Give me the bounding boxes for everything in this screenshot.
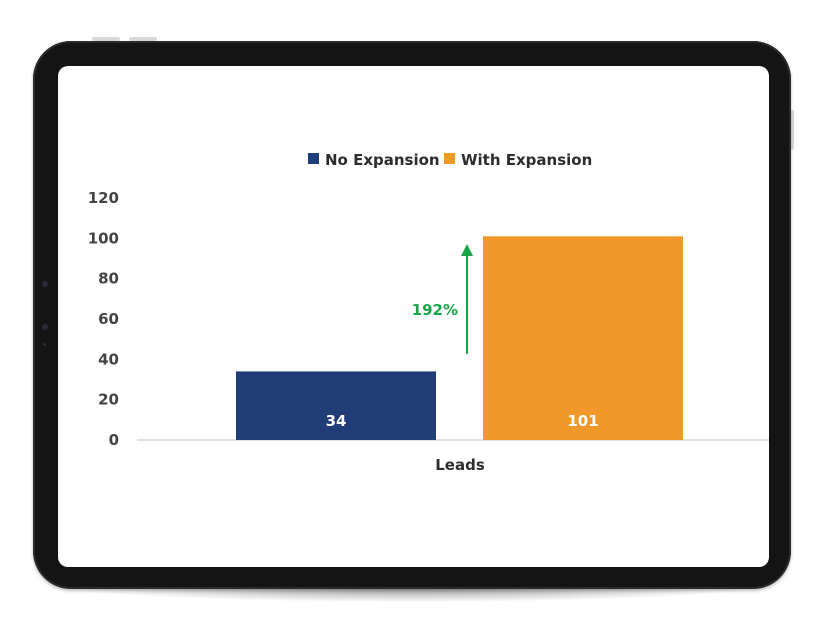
y-tick-label: 80 <box>98 270 119 288</box>
bar-chart: No Expansion With Expansion 0 20 40 60 80 100… <box>88 151 769 474</box>
growth-annotation: 192% <box>412 244 473 354</box>
legend-swatch-with-expansion <box>444 153 455 164</box>
camera-dot <box>42 281 48 287</box>
growth-percent-label: 192% <box>412 301 458 319</box>
bar-with-expansion <box>483 236 683 440</box>
camera-dot <box>43 343 46 346</box>
bars: 34 101 <box>236 236 683 440</box>
legend-label-with-expansion: With Expansion <box>461 151 592 169</box>
volume-button <box>129 37 157 41</box>
bar-value-label: 34 <box>326 412 347 430</box>
y-axis: 0 20 40 60 80 100 120 <box>88 189 119 449</box>
camera-dot <box>42 324 48 330</box>
bar-value-label: 101 <box>567 412 598 430</box>
y-tick-label: 20 <box>98 391 119 409</box>
volume-button <box>92 37 120 41</box>
growth-arrow-head <box>461 244 473 256</box>
y-tick-label: 100 <box>88 229 119 247</box>
category-label-leads: Leads <box>435 456 485 474</box>
y-tick-label: 60 <box>98 310 119 328</box>
y-tick-label: 120 <box>88 189 119 207</box>
bar-no-expansion <box>236 371 436 440</box>
legend: No Expansion With Expansion <box>308 151 592 169</box>
side-button <box>791 110 794 150</box>
y-tick-label: 0 <box>109 431 119 449</box>
y-tick-label: 40 <box>98 350 119 368</box>
legend-swatch-no-expansion <box>308 153 319 164</box>
tablet-screen: No Expansion With Expansion 0 20 40 60 80 100… <box>58 66 769 567</box>
legend-label-no-expansion: No Expansion <box>325 151 440 169</box>
